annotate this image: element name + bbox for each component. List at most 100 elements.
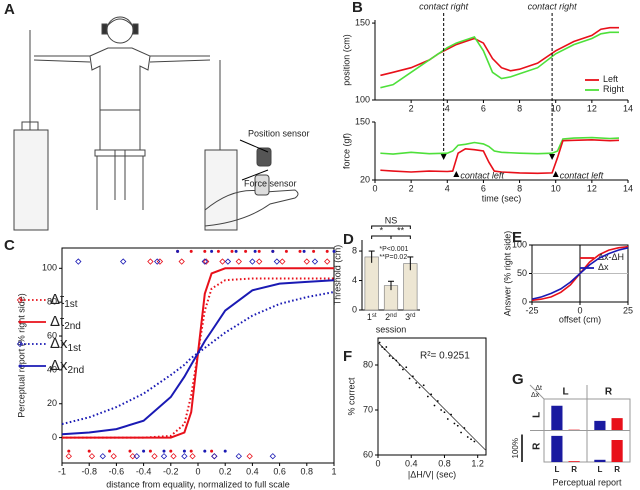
- col-label: R: [605, 387, 613, 398]
- point: [201, 258, 208, 265]
- sensor-label: Force sensor: [244, 178, 297, 188]
- point: [426, 395, 429, 398]
- x-tick-label: 6: [481, 183, 486, 193]
- point: [120, 258, 127, 265]
- x-tick-label: -1: [58, 466, 66, 476]
- annotation: contact right: [528, 1, 578, 11]
- panel-label: G: [512, 371, 524, 388]
- point: [302, 249, 306, 253]
- legend-label: Δt2nd: [50, 313, 81, 332]
- legend-subscript: 1st: [68, 343, 82, 354]
- point: [142, 449, 146, 453]
- point: [470, 438, 472, 441]
- point: [246, 453, 253, 460]
- point: [398, 364, 401, 366]
- point: [311, 258, 319, 265]
- point: [443, 411, 446, 414]
- point: [170, 453, 177, 460]
- point: [99, 453, 106, 460]
- point: [257, 249, 261, 253]
- point: [271, 249, 275, 253]
- point: [234, 249, 238, 253]
- point: [298, 249, 302, 253]
- point: [211, 453, 218, 460]
- legend-name: Δx-ΔH: [598, 252, 624, 262]
- point: [408, 377, 411, 380]
- y-tick-label: 150: [355, 116, 370, 126]
- point: [446, 418, 449, 420]
- point: [388, 355, 391, 357]
- point: [383, 348, 386, 351]
- legend-name: Left: [603, 74, 619, 84]
- bar-label: R: [614, 465, 620, 474]
- x-tick-label: 6: [481, 103, 486, 113]
- category: 1: [367, 312, 372, 322]
- point: [178, 258, 185, 265]
- point: [133, 453, 140, 460]
- point: [189, 449, 193, 453]
- point: [202, 258, 210, 265]
- bar: [568, 461, 580, 462]
- bracket: [371, 235, 392, 239]
- y-tick-label: 4: [352, 275, 357, 285]
- x-axis-label: time (sec): [482, 193, 522, 203]
- bracket-label: **: [397, 225, 405, 235]
- point: [162, 449, 166, 453]
- annotation: contact left: [460, 170, 504, 180]
- legend-label: Δx-ΔH: [598, 252, 624, 262]
- panel-label: D: [343, 231, 354, 248]
- point: [181, 453, 188, 460]
- x-tick-label: 10: [551, 103, 561, 113]
- point: [219, 258, 226, 265]
- x-axis-label: session: [376, 324, 407, 334]
- x-tick-label: 0: [375, 458, 380, 468]
- legend-name: Δx: [50, 357, 68, 374]
- x-tick-label: 0: [577, 305, 582, 315]
- x-axis-label: distance from equality, normalized to fu…: [106, 479, 289, 489]
- y-tick-label: 40: [47, 364, 57, 374]
- bar-label: L: [597, 465, 602, 474]
- x-tick-label: -25: [525, 305, 538, 315]
- point: [392, 357, 394, 360]
- scale-label: 100%: [511, 438, 520, 458]
- panel-label: B: [352, 0, 363, 16]
- point: [453, 422, 456, 425]
- x-tick-label: 0.8: [438, 458, 451, 468]
- legend-name: Δx: [50, 335, 68, 352]
- point: [378, 341, 381, 344]
- series-line: [380, 138, 620, 175]
- annotation: contact right: [419, 1, 469, 11]
- annotation: R²= 0.9251: [420, 351, 470, 362]
- point: [169, 449, 173, 453]
- x-tick-label: 0.8: [301, 466, 314, 476]
- point: [312, 249, 316, 253]
- y-axis-label: position (cm): [341, 34, 351, 86]
- x-tick-label: 1.2: [471, 458, 484, 468]
- series-line: [61, 291, 335, 426]
- point: [160, 453, 168, 460]
- point: [230, 249, 234, 253]
- point: [189, 249, 193, 253]
- point: [67, 449, 71, 453]
- y-tick-label: 50: [517, 268, 527, 278]
- legend-label: Right: [603, 84, 625, 94]
- point: [422, 384, 425, 387]
- point: [210, 249, 214, 253]
- x-tick-label: 4: [445, 103, 450, 113]
- plot-frame: [377, 337, 487, 456]
- bracket-label: NS: [385, 215, 398, 225]
- x-tick-label: 12: [587, 183, 597, 193]
- point: [235, 258, 242, 265]
- point: [324, 258, 331, 265]
- bar: [611, 440, 623, 462]
- y-tick-label: 20: [360, 174, 370, 184]
- category: 3: [405, 312, 410, 322]
- x-tick-label: 25: [623, 305, 633, 315]
- point: [211, 453, 218, 460]
- legend-subscript: 2nd: [68, 365, 85, 376]
- col-label: L: [562, 387, 568, 398]
- y-tick-label: 0: [52, 432, 57, 442]
- bracket: [371, 225, 411, 229]
- x-tick-label: 2: [409, 103, 414, 113]
